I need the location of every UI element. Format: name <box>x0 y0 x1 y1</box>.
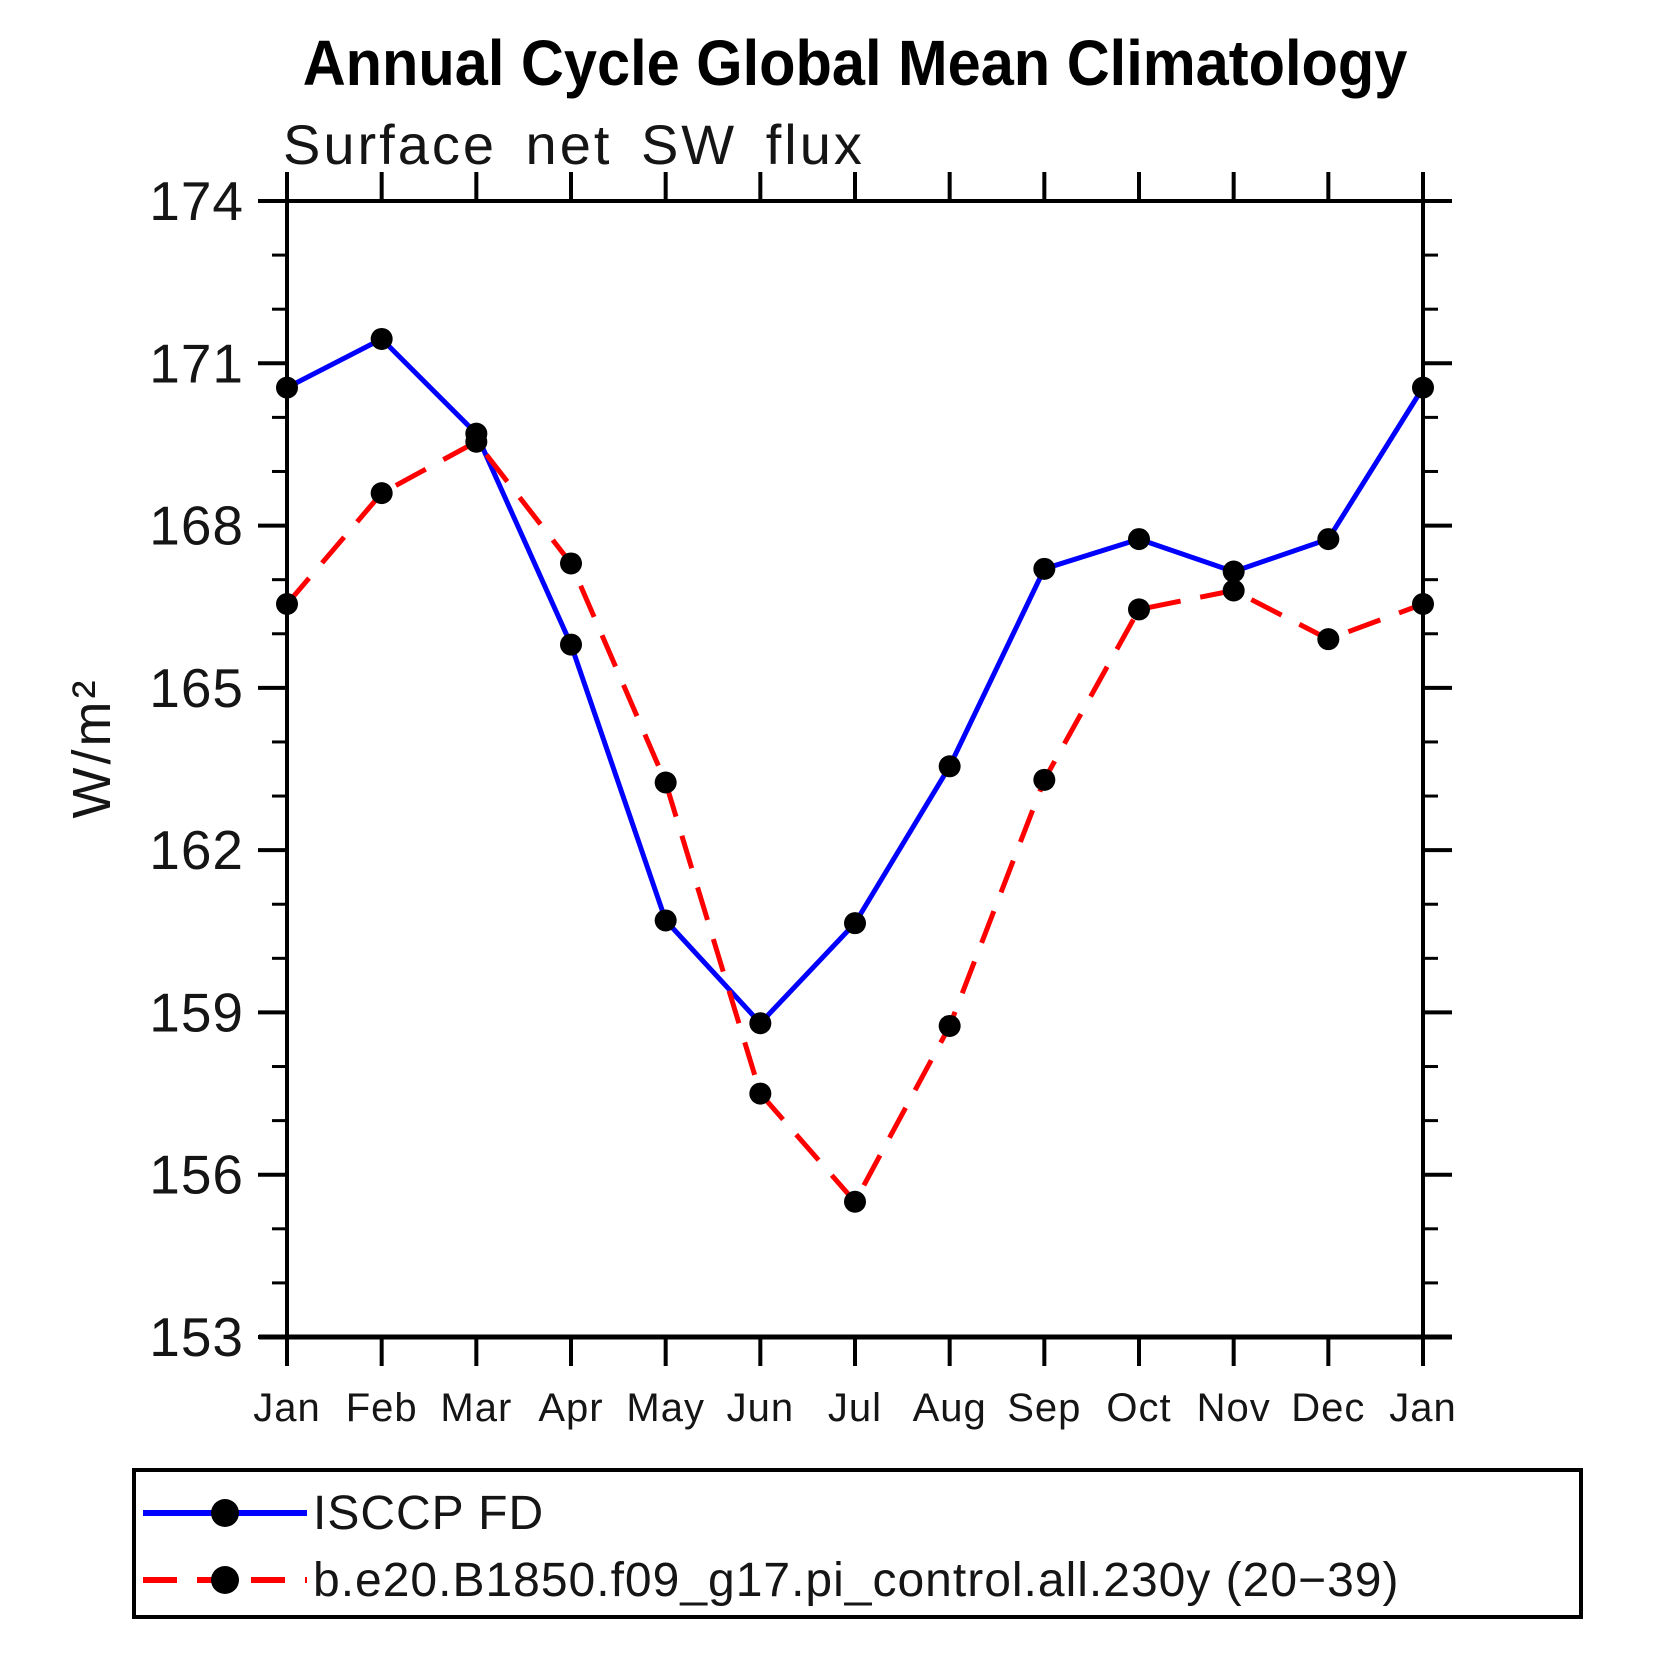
x-tick-label: Sep <box>1007 1386 1081 1430</box>
axes <box>259 172 1452 1366</box>
data-point-marker <box>1317 528 1340 551</box>
data-point-marker <box>560 633 582 656</box>
legend-label-model-run: b.e20.B1850.f09_g17.pi_control.all.230y … <box>313 1553 1400 1607</box>
data-point-marker <box>749 1082 772 1105</box>
y-tick-label: 156 <box>149 1144 244 1206</box>
data-point-marker <box>938 755 961 778</box>
legend-label-isccp-fd: ISCCP FD <box>313 1486 545 1540</box>
x-tick-label: Feb <box>346 1386 418 1430</box>
y-tick-label: 165 <box>149 657 244 719</box>
data-point-marker <box>1033 557 1056 580</box>
x-axis-tick-labels: Jan Feb Mar Apr May Jun Jul Aug Sep Oct Nov Dec Jan <box>253 1386 1457 1430</box>
x-tick-label: Dec <box>1291 1386 1365 1430</box>
data-point-marker <box>370 327 393 350</box>
x-tick-label: Oct <box>1106 1386 1171 1430</box>
data-point-marker <box>844 1190 866 1213</box>
data-point-marker <box>749 1012 772 1035</box>
legend-item-model-run: b.e20.B1850.f09_g17.pi_control.all.230y … <box>139 1554 1399 1607</box>
y-axis-ticks <box>258 199 1452 1339</box>
series-markers-model-run <box>276 430 1434 1213</box>
data-point-marker <box>1412 593 1434 616</box>
x-tick-label: Jan <box>253 1386 321 1430</box>
data-point-marker <box>276 593 298 616</box>
data-point-marker <box>1128 598 1150 621</box>
data-point-marker <box>370 482 393 505</box>
data-point-marker <box>654 771 677 794</box>
x-tick-label: Jun <box>727 1386 795 1430</box>
legend-line-sample-solid-icon <box>143 1499 307 1527</box>
data-point-marker <box>1222 560 1245 583</box>
data-point-marker <box>465 430 488 453</box>
y-axis-tick-labels: 153 156 159 162 165 168 171 174 <box>149 170 244 1368</box>
x-tick-label: Mar <box>440 1386 512 1430</box>
chart-subtitle: Surface net SW flux <box>283 113 865 176</box>
y-tick-label: 174 <box>149 170 244 232</box>
x-tick-label: May <box>626 1386 705 1430</box>
legend-line-sample-dashed-icon <box>143 1566 307 1594</box>
legend-box: ISCCP FD b.e20.B1850.f09_g17.pi_control.… <box>132 1468 1583 1619</box>
x-axis-ticks <box>285 172 1425 1366</box>
data-point-marker <box>1128 528 1150 551</box>
x-tick-label: Aug <box>913 1386 987 1430</box>
data-point-marker <box>1412 376 1434 399</box>
y-tick-label: 159 <box>149 981 244 1043</box>
x-tick-label: Jan <box>1389 1386 1457 1430</box>
chart-title: Annual Cycle Global Mean Climatology <box>302 27 1408 99</box>
y-tick-label: 168 <box>149 495 244 557</box>
y-tick-label: 153 <box>149 1306 244 1368</box>
x-tick-label: Jul <box>828 1386 882 1430</box>
y-tick-label: 171 <box>149 332 244 394</box>
x-tick-label: Nov <box>1197 1386 1271 1430</box>
data-point-marker <box>1317 628 1340 651</box>
legend-item-isccp-fd: ISCCP FD <box>139 1487 544 1540</box>
series-markers-isccp-fd <box>276 327 1434 1035</box>
series-line-model-run <box>285 438 1424 1207</box>
data-point-marker <box>1033 768 1056 791</box>
y-tick-label: 162 <box>149 819 244 881</box>
data-point-marker <box>276 376 298 399</box>
data-point-marker <box>560 552 582 575</box>
data-point-marker <box>654 909 677 932</box>
data-point-marker <box>844 912 866 935</box>
data-point-marker <box>938 1014 961 1037</box>
x-tick-label: Apr <box>538 1386 603 1430</box>
data-point-marker <box>1222 579 1245 602</box>
